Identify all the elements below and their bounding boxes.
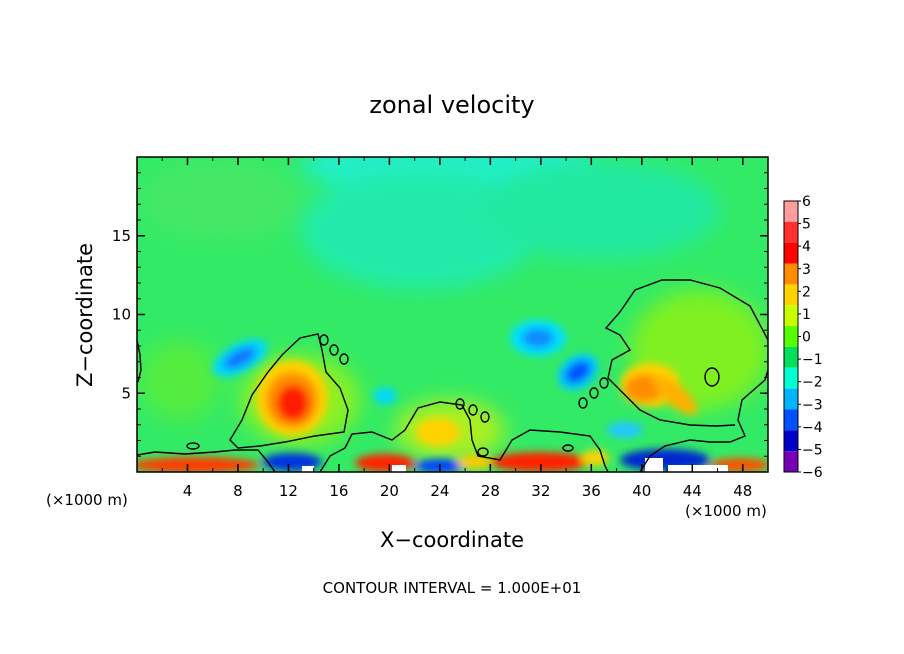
colorbar-swatch (784, 409, 798, 431)
contour-line (455, 398, 465, 410)
anomaly (565, 361, 591, 383)
y-tick-label: 10 (112, 306, 131, 324)
colorbar-swatch (784, 326, 798, 347)
x-tick-label: 12 (279, 482, 298, 500)
x-unit-label-right: (×1000 m) (685, 502, 767, 520)
x-tick-label: 36 (582, 482, 601, 500)
colorbar-swatch (784, 346, 798, 368)
surface-band (490, 452, 590, 472)
surface-band (457, 455, 493, 469)
anomaly (607, 422, 643, 438)
plot-area (137, 157, 768, 472)
x-tick-label: 28 (481, 482, 500, 500)
colorbar-swatch (784, 451, 798, 472)
colorbar-label: 2 (802, 284, 811, 300)
contour-line (599, 377, 609, 389)
x-tick-label: 24 (430, 482, 449, 500)
x-tick-label: 16 (329, 482, 348, 500)
x-tick-label: 8 (233, 482, 243, 500)
contour-line (229, 333, 349, 449)
x-tick-label: 48 (733, 482, 752, 500)
surface-white (302, 466, 314, 472)
colorbar-label: −6 (802, 465, 823, 481)
surface-white (668, 465, 728, 472)
x-axis-label: X−coordinate (380, 528, 524, 552)
colorbar-label: −4 (802, 420, 823, 436)
colorbar-label: 3 (802, 262, 811, 278)
field-region (300, 170, 540, 290)
x-axis: 4 8 12 16 20 24 28 32 36 40 44 48 (161, 157, 752, 500)
contour-line (137, 339, 142, 383)
contour-line (480, 411, 490, 423)
x-unit-label-left: (×1000 m) (46, 491, 128, 509)
contour-line (468, 404, 478, 416)
contour-line (339, 353, 349, 365)
colorbar-swatch (784, 221, 798, 243)
colorbar-label: 0 (802, 330, 811, 346)
contours (137, 279, 768, 472)
contour-interval-footer: CONTOUR INTERVAL = 1.000E+01 (323, 579, 582, 597)
colorbar-swatch (784, 430, 798, 452)
anomaly (522, 328, 554, 348)
x-tick-label: 4 (183, 482, 193, 500)
contour-line (477, 447, 489, 457)
colorbar-swatch (784, 263, 798, 285)
colorbar-swatch (784, 201, 798, 222)
y-axis-label: Z−coordinate (73, 243, 97, 387)
contour-line (578, 397, 588, 409)
field-region (480, 160, 720, 260)
contour-line (186, 442, 200, 450)
anomaly (277, 385, 309, 421)
surface-band (581, 450, 609, 466)
colorbar-label: 6 (802, 194, 811, 210)
x-tick-label: 20 (380, 482, 399, 500)
contour-line (319, 334, 329, 346)
contour-line (639, 369, 768, 472)
contour-line (319, 401, 609, 472)
anomaly (373, 388, 397, 404)
contour-line (704, 367, 720, 387)
colorbar-swatch (784, 367, 798, 389)
colorbar-label: 5 (802, 217, 811, 233)
colorbar-label: −3 (802, 397, 823, 413)
field-region (140, 160, 300, 240)
chart-title: zonal velocity (369, 91, 534, 119)
x-tick-label: 44 (683, 482, 702, 500)
contour-line (604, 279, 768, 427)
anomaly (652, 375, 698, 415)
colorbar-swatch (784, 305, 798, 327)
colorbar-label: −2 (802, 375, 823, 391)
contour-line (562, 444, 574, 452)
y-tick-label: 5 (121, 384, 131, 402)
x-tick-label: 32 (531, 482, 550, 500)
colorbar-swatch (784, 388, 798, 410)
surface-white (392, 465, 406, 472)
anomaly (223, 346, 257, 370)
colorbar-label: 1 (802, 307, 811, 323)
x-tick-label: 40 (632, 482, 651, 500)
contour-line (137, 449, 276, 472)
colorbar: 6 5 4 3 2 1 0 −1 −2 −3 −4 −5 −6 (783, 194, 823, 481)
contour-line (329, 344, 339, 356)
field-region (140, 340, 220, 420)
field-detail (137, 320, 768, 472)
anomaly (416, 418, 460, 446)
surface-white (645, 458, 663, 472)
colorbar-label: −5 (802, 442, 823, 458)
y-axis: 5 10 15 (112, 172, 768, 457)
y-tick-label: 15 (112, 227, 131, 245)
contour-line (589, 387, 599, 399)
surface-band (137, 457, 260, 472)
colorbar-label: −1 (802, 352, 823, 368)
colorbar-swatch (784, 284, 798, 306)
colorbar-swatch (784, 242, 798, 264)
colorbar-label: 4 (802, 239, 811, 255)
